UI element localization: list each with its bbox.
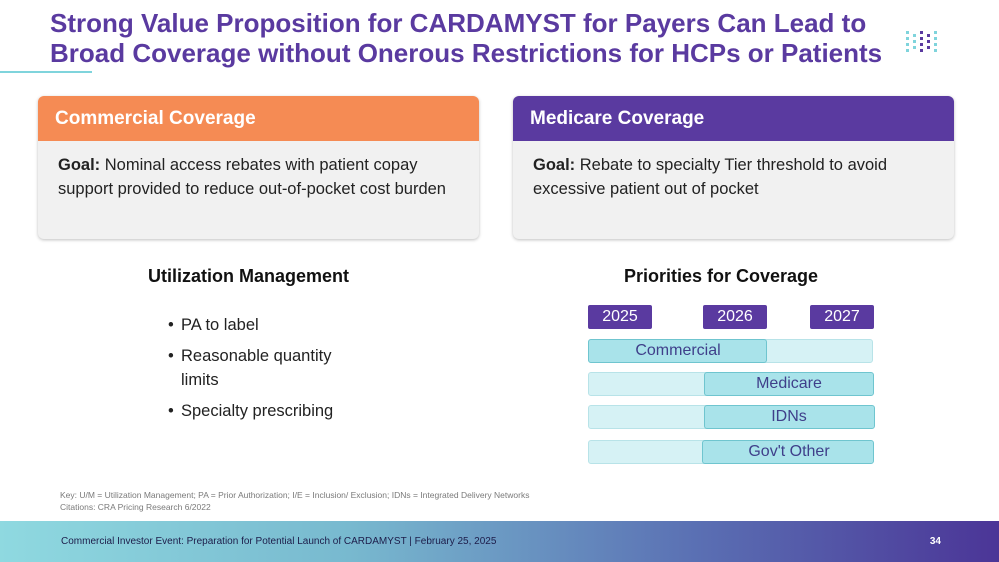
year-2027-label: 2027: [810, 305, 874, 329]
commercial-coverage-heading: Commercial Coverage: [38, 96, 479, 141]
commercial-bar-fill: [588, 339, 767, 363]
medicare-bar-label: Medicare: [756, 375, 822, 392]
medicare-coverage-card: Medicare Coverage Goal: Rebate to specia…: [513, 96, 954, 239]
footer-bar: Commercial Investor Event: Preparation f…: [0, 521, 999, 562]
idns-bar-label: IDNs: [771, 408, 807, 425]
commercial-priority-bar: Commercial: [588, 339, 873, 363]
medicare-priority-bar: Medicare: [588, 372, 874, 396]
page-number: 34: [929, 536, 941, 547]
priorities-title: Priorities for Coverage: [624, 266, 819, 286]
title-line-2: Broad Coverage without Onerous Restricti…: [50, 38, 883, 68]
commercial-bar-label: Commercial: [635, 342, 721, 359]
commercial-coverage-card: Commercial Coverage Goal: Nominal access…: [38, 96, 479, 239]
medicare-goal-text: Rebate to specialty Tier threshold to av…: [533, 156, 888, 198]
key-footnote: Key: U/M = Utilization Management; PA = …: [60, 490, 530, 500]
medicare-goal: Goal: Rebate to specialty Tier threshold…: [513, 141, 954, 201]
bullet-item: PA to label: [168, 313, 368, 337]
govt-other-priority-bar: Gov't Other: [588, 440, 874, 464]
govt-other-bar-fill: [702, 440, 874, 464]
utilization-bullet-list: PA to label Reasonable quantity limits S…: [168, 313, 368, 430]
slide-title: Strong Value Proposition for CARDAMYST f…: [50, 8, 910, 68]
idns-bar-fill: [704, 405, 875, 429]
footnotes: Key: U/M = Utilization Management; PA = …: [60, 489, 529, 513]
year-2026-label: 2026: [703, 305, 767, 329]
citation-footnote: Citations: CRA Pricing Research 6/2022: [60, 502, 211, 512]
utilization-management-title: Utilization Management: [148, 266, 350, 286]
idns-priority-bar: IDNs: [588, 405, 875, 429]
medicare-coverage-heading: Medicare Coverage: [513, 96, 954, 141]
commercial-goal-text: Nominal access rebates with patient copa…: [58, 156, 446, 198]
medicare-bar-fill: [704, 372, 874, 396]
govt-other-bar-label: Gov't Other: [748, 443, 830, 460]
bullet-item: Specialty prescribing: [168, 399, 368, 423]
medicare-goal-label: Goal:: [533, 156, 576, 174]
commercial-goal-label: Goal:: [58, 156, 101, 174]
title-line-1: Strong Value Proposition for CARDAMYST f…: [50, 8, 867, 38]
commercial-goal: Goal: Nominal access rebates with patien…: [38, 141, 479, 201]
bullet-item: Reasonable quantity limits: [168, 344, 368, 392]
year-2025-label: 2025: [588, 305, 652, 329]
title-underline: [0, 71, 92, 73]
footer-text: Commercial Investor Event: Preparation f…: [61, 536, 497, 547]
company-logo-icon: [906, 31, 937, 52]
